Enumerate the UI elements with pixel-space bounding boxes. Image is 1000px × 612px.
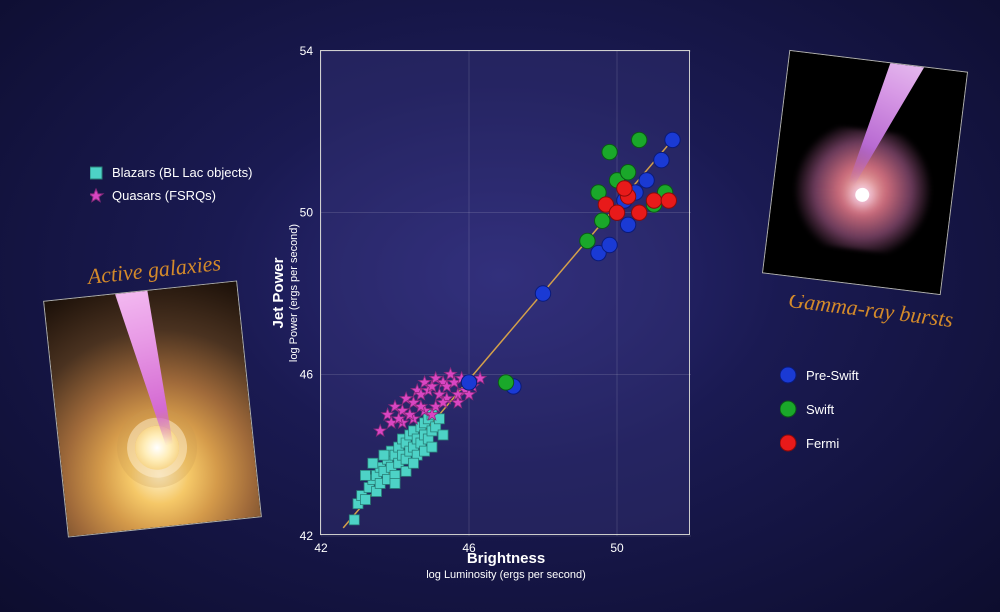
blazars-point [379,450,389,460]
legend-left: Blazars (BL Lac objects) Quasars (FSRQs) [90,165,310,215]
legend-label: Fermi [806,436,839,451]
legend-label: Quasars (FSRQs) [112,188,216,203]
right-section-title: Gamma-ray bursts [787,295,954,332]
legend-label: Pre-Swift [806,368,859,383]
svg-text:54: 54 [300,44,314,58]
blazars-point [368,458,378,468]
svg-text:50: 50 [610,541,624,555]
fermi-point [646,193,661,208]
blazars-point [360,495,370,505]
fermi-point [609,205,624,220]
x-axis-subtitle: log Luminosity (ergs per second) [426,569,586,581]
swift-point [620,165,635,180]
legend-label: Swift [806,402,835,417]
swift-point [580,233,595,248]
y-axis-title: Jet Power [270,257,287,328]
preswift-point [620,217,635,232]
svg-text:50: 50 [300,206,314,220]
legend-label: Blazars (BL Lac objects) [112,165,252,180]
quasars-marker-icon [90,189,103,202]
swift-marker-icon [780,401,796,417]
legend-right: Pre-Swift Swift Fermi [780,365,940,465]
y-axis-subtitle: log Power (ergs per second) [288,224,300,362]
fermi-point [661,193,676,208]
fermi-marker-icon [780,435,796,451]
swift-point [498,375,513,390]
blazars-point [409,458,419,468]
preswift-point [665,132,680,147]
blazars-point [360,470,370,480]
preswift-marker-icon [780,367,796,383]
blazars-point [438,430,448,440]
blazars-point [427,442,437,452]
blazars-point [390,478,400,488]
svg-text:46: 46 [300,367,314,381]
preswift-point [535,286,550,301]
blazars-point [434,414,444,424]
swift-point [632,132,647,147]
quasars-point [374,424,386,436]
right-section-title-wrap: Gamma-ray bursts [745,295,995,335]
preswift-point [602,237,617,252]
preswift-point [461,375,476,390]
gamma-ray-burst-image [762,50,968,295]
scatter-chart: 424650 42465054 Brightness log Luminosit… [320,50,690,535]
fermi-point [632,205,647,220]
swift-point [595,213,610,228]
svg-text:42: 42 [300,529,314,543]
preswift-point [654,152,669,167]
blazars-marker-icon [90,167,102,179]
fermi-point [617,181,632,196]
svg-text:42: 42 [314,541,328,555]
swift-point [602,144,617,159]
x-axis-title: Brightness [467,550,545,567]
blazars-point [349,515,359,525]
active-galaxy-image [43,280,262,537]
preswift-point [639,173,654,188]
